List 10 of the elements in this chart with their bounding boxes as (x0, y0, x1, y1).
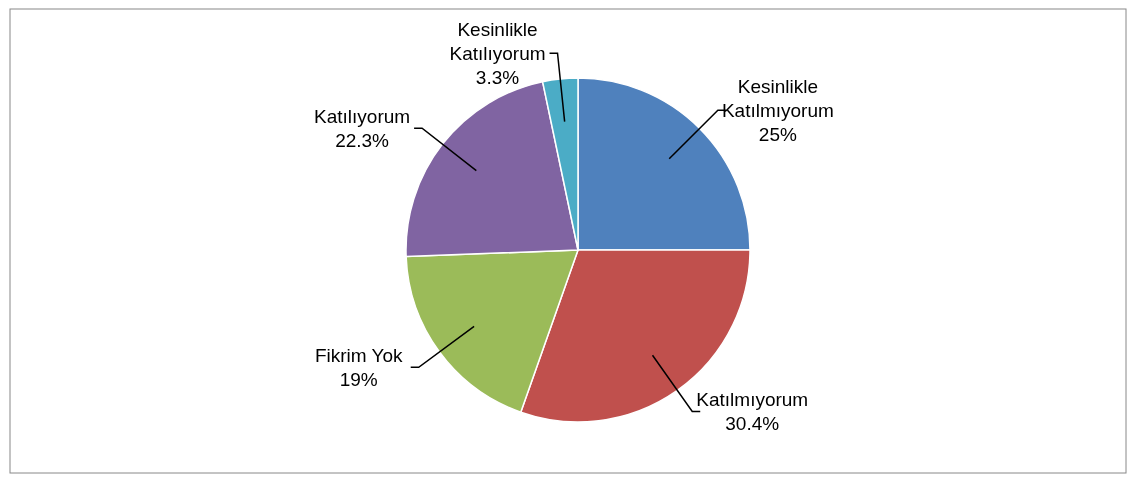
slice-label: Katılmıyorum (696, 389, 809, 411)
data-label: 3.3% (475, 67, 520, 89)
slice-label: Kesinlikle Katılıyorum (449, 19, 546, 65)
data-label: 25% (758, 124, 797, 146)
slice-label: Fikrim Yok (314, 345, 404, 367)
data-label: 30.4% (725, 413, 780, 435)
data-label: 22.3% (335, 130, 390, 152)
slice-label: Katılıyorum (314, 106, 411, 128)
slice-label: Kesinlikle Katılmıyorum (721, 76, 834, 122)
data-label: 19% (339, 369, 378, 391)
